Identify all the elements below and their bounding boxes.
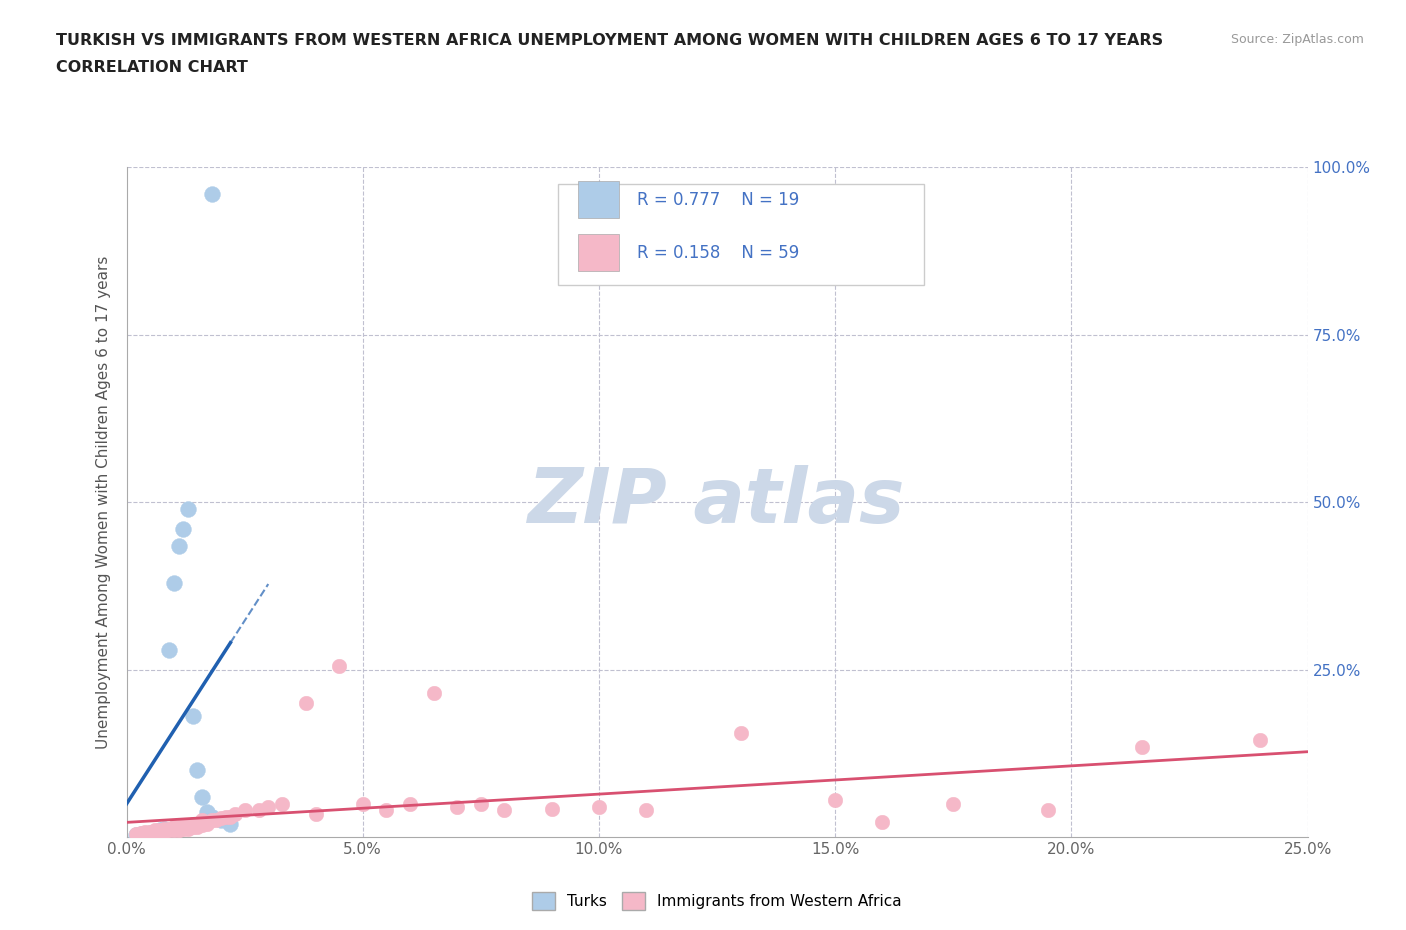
Point xyxy=(143,826,166,841)
Point xyxy=(375,803,398,817)
Point xyxy=(872,815,894,830)
Point xyxy=(730,725,752,740)
Point xyxy=(172,821,194,836)
Point xyxy=(177,821,200,836)
Point xyxy=(215,809,238,824)
Point xyxy=(195,817,218,831)
Point xyxy=(352,796,374,811)
Point xyxy=(157,821,180,836)
Point xyxy=(422,685,444,700)
Bar xyxy=(578,180,619,218)
Point xyxy=(224,806,246,821)
Point xyxy=(200,813,222,828)
Point xyxy=(186,819,208,834)
Point xyxy=(139,826,162,841)
Point xyxy=(149,823,172,838)
Text: ZIP atlas: ZIP atlas xyxy=(529,465,905,539)
Text: TURKISH VS IMMIGRANTS FROM WESTERN AFRICA UNEMPLOYMENT AMONG WOMEN WITH CHILDREN: TURKISH VS IMMIGRANTS FROM WESTERN AFRIC… xyxy=(56,33,1163,47)
Point xyxy=(257,800,280,815)
Point xyxy=(271,796,294,811)
Point xyxy=(399,796,422,811)
FancyBboxPatch shape xyxy=(558,184,924,285)
Point xyxy=(172,522,194,537)
Point xyxy=(143,824,166,839)
Point xyxy=(186,763,208,777)
Text: Source: ZipAtlas.com: Source: ZipAtlas.com xyxy=(1230,33,1364,46)
Point xyxy=(191,813,214,828)
Legend: Turks, Immigrants from Western Africa: Turks, Immigrants from Western Africa xyxy=(526,885,908,916)
Point xyxy=(134,826,156,841)
Point xyxy=(191,790,214,804)
Point xyxy=(328,658,350,673)
Point xyxy=(181,709,204,724)
Point xyxy=(494,803,516,817)
Point xyxy=(163,575,186,590)
Point xyxy=(163,819,186,834)
Point xyxy=(247,803,270,817)
Point xyxy=(219,809,242,824)
Text: R = 0.158    N = 59: R = 0.158 N = 59 xyxy=(637,244,799,262)
Point xyxy=(172,817,194,832)
Point xyxy=(1036,803,1059,817)
Point xyxy=(446,800,468,815)
Point xyxy=(205,813,228,828)
Point xyxy=(157,642,180,657)
Point xyxy=(177,501,200,516)
Point xyxy=(134,826,156,841)
Point xyxy=(139,824,162,839)
Point xyxy=(200,187,222,202)
Point xyxy=(186,817,208,831)
Point xyxy=(149,823,172,838)
Point xyxy=(219,817,242,831)
Point xyxy=(824,792,846,807)
Point xyxy=(167,823,190,838)
Point xyxy=(1249,733,1271,748)
Point xyxy=(149,824,172,839)
Point xyxy=(942,796,965,811)
Point xyxy=(470,796,492,811)
Text: R = 0.777    N = 19: R = 0.777 N = 19 xyxy=(637,191,799,208)
Point xyxy=(295,696,318,711)
Text: CORRELATION CHART: CORRELATION CHART xyxy=(56,60,247,75)
Point xyxy=(540,802,562,817)
Point xyxy=(153,821,176,836)
Point xyxy=(177,817,200,832)
Point xyxy=(181,817,204,831)
Point xyxy=(588,800,610,815)
Point xyxy=(157,823,180,838)
Point xyxy=(181,819,204,834)
Point xyxy=(125,828,148,843)
Point xyxy=(209,813,232,828)
Point xyxy=(129,826,152,841)
Point xyxy=(195,804,218,819)
Point xyxy=(139,826,162,841)
Point xyxy=(153,824,176,839)
Y-axis label: Unemployment Among Women with Children Ages 6 to 17 years: Unemployment Among Women with Children A… xyxy=(96,256,111,749)
Point xyxy=(191,817,214,832)
Point xyxy=(233,803,256,817)
Point xyxy=(1130,739,1153,754)
Point xyxy=(209,811,232,826)
Point xyxy=(167,538,190,553)
Point xyxy=(200,809,222,824)
Point xyxy=(304,806,326,821)
Point xyxy=(134,824,156,839)
Point xyxy=(129,827,152,842)
Point xyxy=(636,803,658,817)
Bar xyxy=(578,234,619,272)
Point xyxy=(167,819,190,834)
Point xyxy=(153,821,176,836)
Point xyxy=(143,823,166,838)
Point xyxy=(163,823,186,838)
Point xyxy=(125,826,148,841)
